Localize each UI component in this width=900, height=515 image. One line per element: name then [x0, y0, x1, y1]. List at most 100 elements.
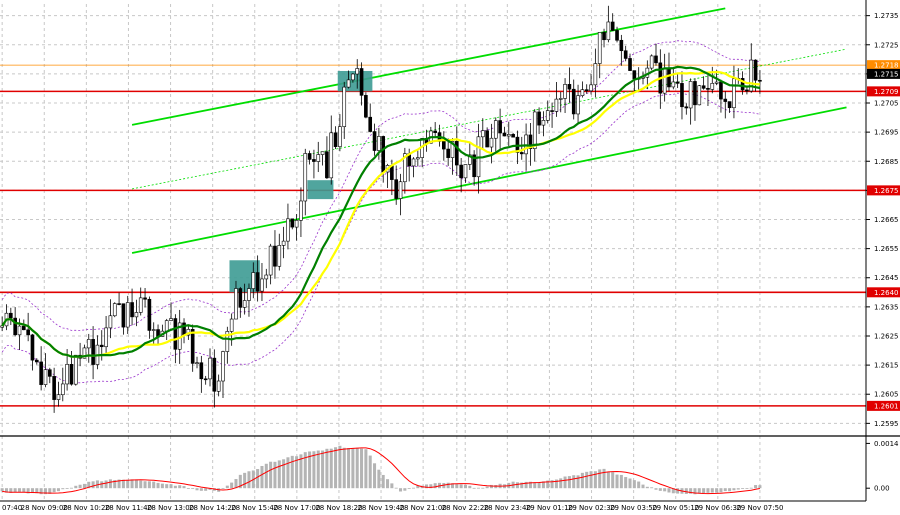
candle-body [17, 325, 22, 336]
candle-body [134, 312, 139, 318]
macd-histogram-bar [468, 485, 472, 489]
macd-histogram-bar [671, 488, 675, 494]
candle-body [351, 73, 355, 81]
macd-histogram-bar [160, 483, 164, 489]
macd-histogram-bar [338, 445, 342, 489]
candle-body [554, 98, 559, 112]
candle-body [597, 32, 602, 64]
trade-zone-box [337, 70, 373, 92]
candle-body [480, 130, 485, 138]
candle-body [701, 85, 706, 89]
candle-body [329, 132, 334, 179]
macd-histogram-bar [719, 488, 723, 493]
time-tick-label: 07:40 [2, 504, 22, 512]
candle-body [416, 157, 420, 160]
level-badge [867, 287, 900, 298]
macd-histogram-bar [715, 488, 719, 493]
candle-body [9, 312, 13, 319]
macd-histogram-bar [221, 488, 225, 489]
macd-histogram-bar [593, 471, 597, 489]
candle-body [541, 120, 546, 126]
macd-histogram-bar [173, 485, 177, 489]
candle-body [364, 95, 368, 118]
candle-body [450, 141, 455, 158]
time-tick-label: 28 Nov 23:40 [484, 504, 531, 512]
macd-histogram-bar [567, 476, 571, 489]
macd-histogram-bar [693, 488, 697, 495]
macd-histogram-bar [22, 488, 26, 493]
price-tick-label: 1.2625 [874, 332, 899, 340]
candle-body [242, 300, 247, 308]
candle-body [82, 347, 87, 359]
candle-body [260, 278, 264, 292]
macd-histogram-bar [321, 450, 325, 489]
macd-histogram-bar [394, 487, 398, 489]
candle-body [303, 153, 308, 202]
macd-histogram-bar [706, 488, 710, 493]
macd-histogram-bar [9, 488, 13, 493]
macd-histogram-bar [476, 487, 480, 489]
time-tick-label: 29 Nov 05:10 [652, 504, 699, 512]
candle-body [342, 86, 347, 127]
candle-body [320, 151, 325, 155]
candle-body [307, 153, 312, 160]
vertical-grid [1, 4, 761, 501]
candle-body [472, 154, 476, 178]
macd-histogram-bar [247, 471, 251, 489]
macd-histogram-bar [134, 479, 138, 489]
macd-histogram-bar [264, 463, 268, 489]
channel-line [131, 106, 847, 254]
macd-histogram-bar [39, 488, 43, 495]
candle-body [411, 158, 416, 167]
macd-histogram-bar [225, 485, 229, 489]
candle-body [749, 59, 754, 92]
macd-histogram-bar [78, 484, 82, 489]
candle-body [675, 81, 680, 84]
candle-body [467, 154, 472, 165]
macd-histogram-bar [48, 488, 52, 494]
candle-body [610, 21, 615, 31]
candle-body [619, 39, 624, 52]
candle-body [723, 98, 728, 102]
macd-histogram-bar [199, 488, 203, 491]
macd-histogram-bar [312, 451, 316, 489]
macd-histogram-bar [286, 457, 290, 489]
macd-histogram-bar [472, 487, 476, 489]
envelope-upper [1, 40, 760, 331]
candle-body [125, 302, 130, 328]
candle-body [623, 50, 628, 59]
candle-body [667, 68, 671, 88]
macd-histogram-bar [416, 485, 420, 489]
level-badge-label: 1.2640 [874, 289, 899, 297]
macd-histogram-bar [572, 475, 576, 489]
macd-histogram-bar [399, 488, 403, 492]
price-tick-label: 1.2735 [874, 12, 899, 20]
candle-body [693, 81, 697, 106]
macd-histogram-bar [645, 486, 649, 489]
candle-body [381, 136, 386, 173]
macd-histogram-bar [758, 485, 762, 489]
support-resistance-levels [0, 64, 866, 407]
time-tick-label: 29 Nov 06:30 [694, 504, 741, 512]
candle-body [238, 288, 243, 308]
candle-body [47, 369, 52, 377]
candle-body [143, 297, 147, 300]
candle-body [459, 164, 463, 179]
candle-body [203, 378, 208, 381]
time-tick-label: 28 Nov 10:20 [63, 504, 110, 512]
macd-histogram-bar [156, 482, 160, 489]
candle-body [121, 303, 126, 328]
price-tick-label: 1.2615 [874, 362, 899, 370]
macd-histogram-bar [697, 488, 701, 494]
macd-histogram-bar [117, 479, 121, 489]
candle-body [234, 288, 238, 320]
candle-body [86, 339, 91, 349]
candle-body [697, 85, 702, 106]
macd-histogram-bar [485, 486, 489, 489]
macd-histogram-bar [411, 487, 416, 489]
candle-body [117, 303, 121, 305]
macd-histogram-bar [165, 484, 169, 489]
macd-histogram-bar [459, 484, 463, 489]
candle-body [580, 89, 585, 96]
candle-body [251, 272, 256, 289]
